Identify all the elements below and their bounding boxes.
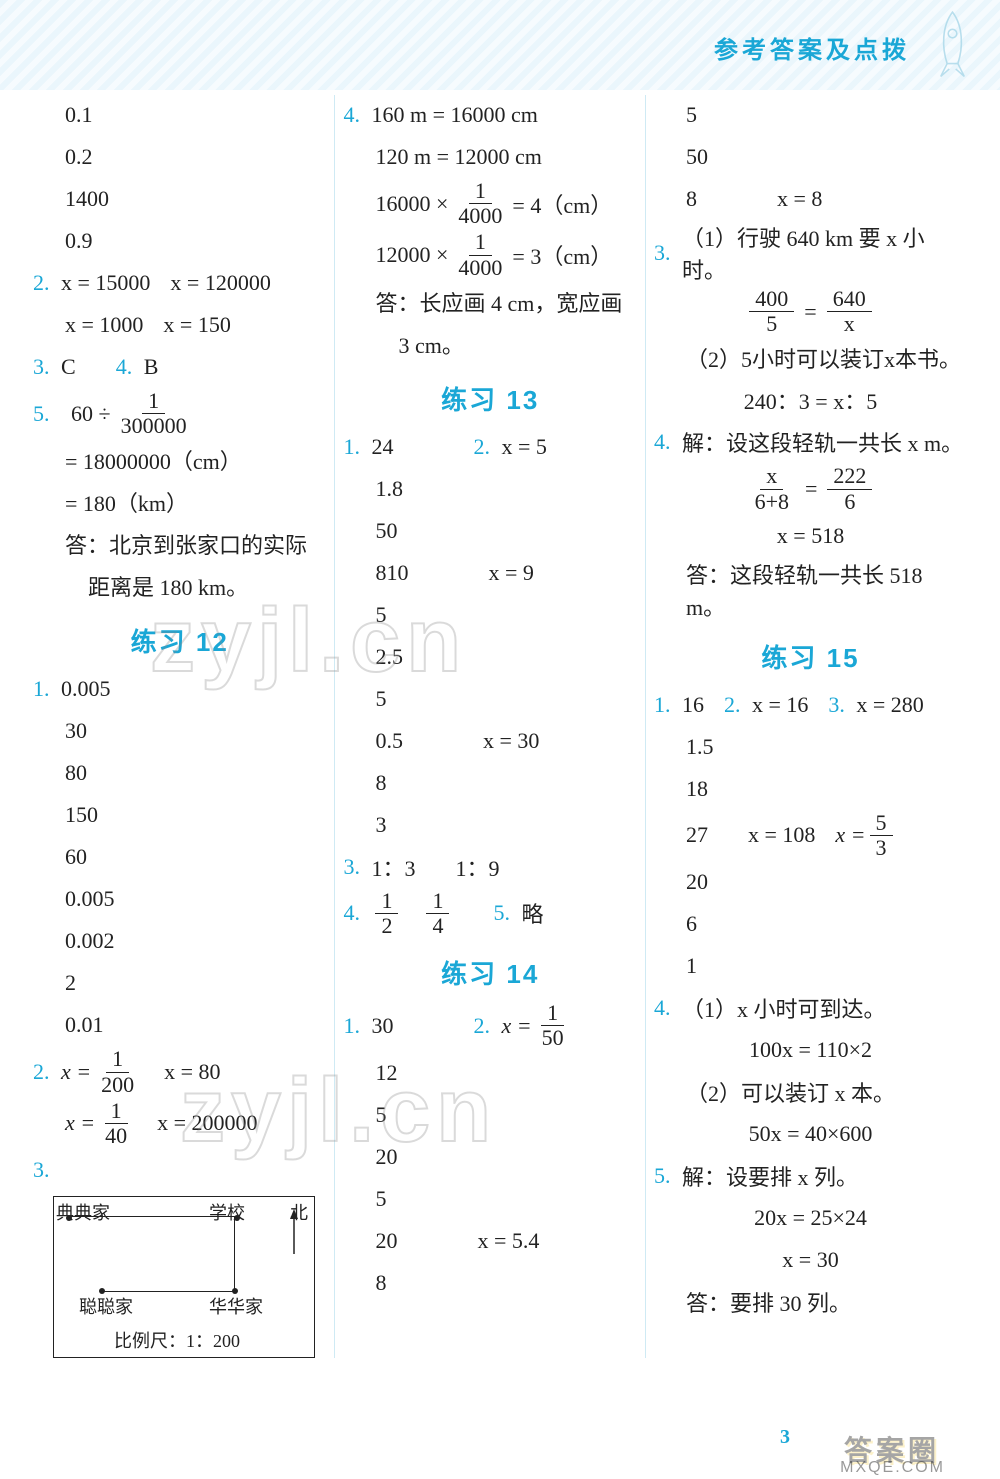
text: 0.1 [33, 95, 326, 135]
text: 6 [654, 904, 967, 944]
text: 50x = 40×600 [654, 1114, 967, 1154]
section-14-title: 练习 14 [343, 954, 636, 991]
text: = 18000000（cm） [33, 440, 326, 480]
text: 2.5 [343, 637, 636, 677]
text: 20 [343, 1137, 636, 1177]
text: 0.2 [33, 137, 326, 177]
text: 距离是 180 km。 [33, 566, 326, 606]
text: 5 [343, 595, 636, 635]
text: 答：要排 30 列。 [654, 1282, 967, 1322]
q4-l1: 4.解：设这段轻轨一共长 x m。 [654, 422, 967, 462]
page-number: 3 [780, 1426, 790, 1449]
text: 0.9 [33, 221, 326, 261]
p14-q1: 1.30 2.x = 150 [343, 1001, 636, 1050]
q3-l1: 3.（1）行驶 640 km 要 x 小时。 [654, 221, 967, 285]
q5: 5. 60 ÷ 1300000 [33, 389, 326, 438]
p13-q3: 3.1：3 1：9 [343, 847, 636, 887]
p12-q3: 3. [33, 1150, 326, 1190]
text: x = 30 [654, 1240, 967, 1280]
text: 3 cm。 [343, 324, 636, 364]
text: 240：3 = x：5 [654, 380, 967, 420]
q4-l1: 4.160 m = 16000 cm [343, 95, 636, 135]
p12-q1: 1.0.005 [33, 669, 326, 709]
section-13-title: 练习 13 [343, 380, 636, 417]
text: 8 [343, 1263, 636, 1303]
text: 20x = 5.4 [343, 1221, 636, 1261]
text: 810x = 9 [343, 553, 636, 593]
text: 5 [343, 679, 636, 719]
content-area: 0.1 0.2 1400 0.9 2. x = 15000x = 120000 … [25, 95, 975, 1358]
text: 12000 × 14000 = 3（cm） [343, 230, 636, 279]
footer-sub: MXQE.COM [840, 1459, 945, 1477]
text: 答：长应画 4 cm，宽应画 [343, 282, 636, 322]
map-diagram: 典典家 学校 北 聪聪家 华华家 比例尺：1：200 [53, 1196, 315, 1358]
text: 20x = 25×24 [654, 1198, 967, 1238]
text: 150 [33, 795, 326, 835]
text: 30 [33, 711, 326, 751]
text: 120 m = 12000 cm [343, 137, 636, 177]
text: 1 [654, 946, 967, 986]
text: = 180（km） [33, 482, 326, 522]
rocket-icon [925, 10, 980, 85]
text: 8 [343, 763, 636, 803]
text: 50 [343, 511, 636, 551]
text: 1400 [33, 179, 326, 219]
text: 0.002 [33, 921, 326, 961]
q3-frac: 4005 = 640x [654, 287, 967, 336]
q2-line1: 2. x = 15000x = 120000 [33, 263, 326, 303]
text: 1.5 [654, 727, 967, 767]
text: 5 [654, 95, 967, 135]
p13-q4: 4. 12 14 5.略 [343, 889, 636, 938]
text: 2 [33, 963, 326, 1003]
text: 0.5x = 30 [343, 721, 636, 761]
text: 50 [654, 137, 967, 177]
column-2: 4.160 m = 16000 cm 120 m = 12000 cm 1600… [335, 95, 645, 1358]
text: 12 [343, 1053, 636, 1093]
column-3: 5 50 8x = 8 3.（1）行驶 640 km 要 x 小时。 4005 … [646, 95, 975, 1358]
text: 0.01 [33, 1005, 326, 1045]
header-title: 参考答案及点拨 [714, 30, 910, 65]
text: 60 [33, 837, 326, 877]
q3-q4: 3.C 4.B [33, 347, 326, 387]
text: 100x = 110×2 [654, 1030, 967, 1070]
text: 3 [343, 805, 636, 845]
p12-q2a: 2.x = 1200 x = 80 [33, 1047, 326, 1096]
q4-frac: x6+8 = 2226 [654, 464, 967, 513]
text: 18 [654, 769, 967, 809]
text: 1.8 [343, 469, 636, 509]
text: 16000 × 14000 = 4（cm） [343, 179, 636, 228]
p15-q5: 5.解：设要排 x 列。 [654, 1156, 967, 1196]
text: 答：这段轻轨一共长 518 m。 [654, 558, 967, 622]
p15-q4: 4.（1）x 小时可到达。 [654, 988, 967, 1028]
p13-q1: 1.24 2.x = 5 [343, 427, 636, 467]
section-12-title: 练习 12 [33, 622, 326, 659]
q2-line2: x = 1000x = 150 [33, 305, 326, 345]
column-1: 0.1 0.2 1400 0.9 2. x = 15000x = 120000 … [25, 95, 335, 1358]
text: 8x = 8 [654, 179, 967, 219]
text: 5 [343, 1179, 636, 1219]
text: 20 [654, 862, 967, 902]
text: （2）可以装订 x 本。 [654, 1072, 967, 1112]
text: 答：北京到张家口的实际 [33, 524, 326, 564]
p12-q2b: x = 140 x = 200000 [33, 1099, 326, 1148]
p15-q1: 1.16 2.x = 16 3.x = 280 [654, 685, 967, 725]
text: 27x = 108 x = 53 [654, 811, 967, 860]
text: x = 518 [654, 516, 967, 556]
text: 0.005 [33, 879, 326, 919]
text: （2）5小时可以装订x本书。 [654, 338, 967, 378]
section-15-title: 练习 15 [654, 638, 967, 675]
text: 80 [33, 753, 326, 793]
text: 5 [343, 1095, 636, 1135]
